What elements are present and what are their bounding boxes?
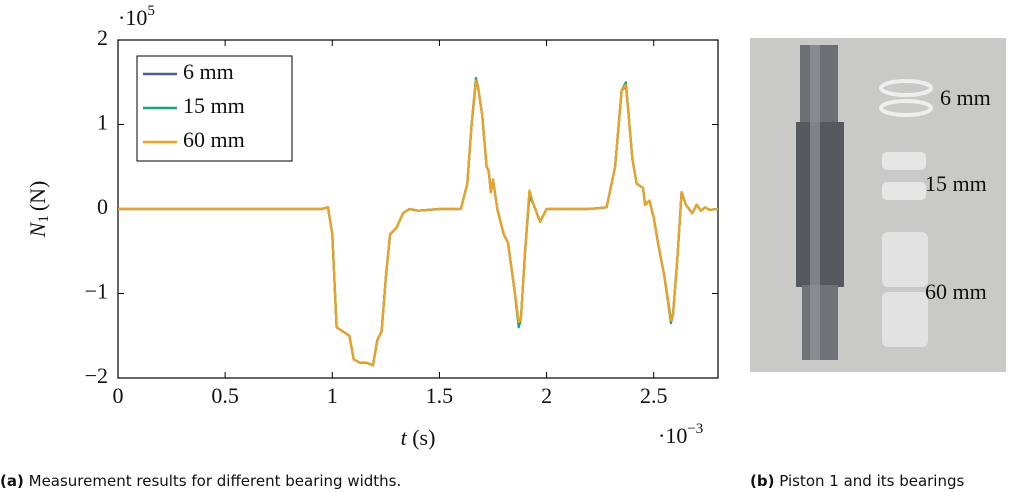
caption-tag: (b) [750, 472, 774, 490]
x-tick-label: 1 [327, 383, 338, 408]
bearing [879, 99, 933, 117]
legend-label: 6 mm [183, 59, 234, 84]
bearing [879, 79, 933, 97]
caption: (a) Measurement results for different be… [0, 472, 401, 490]
x-tick-label: 1.5 [426, 383, 454, 408]
bearing [882, 182, 926, 200]
bearing [882, 152, 926, 170]
y-tick-label: −2 [85, 363, 108, 388]
photo: 6 mm 15 mm 60 mm [750, 38, 1006, 372]
x-tick-label: 0.5 [211, 383, 239, 408]
y-tick-label: −1 [85, 279, 108, 304]
caption-text: Measurement results for different bearin… [29, 472, 402, 490]
y-tick-label: 0 [97, 194, 108, 219]
y-multiplier: ·105 [118, 3, 155, 30]
caption: (b) Piston 1 and its bearings [750, 472, 965, 490]
legend-label: 60 mm [183, 127, 245, 152]
x-tick-label: 0 [113, 383, 124, 408]
photo-label: 6 mm [940, 85, 991, 110]
photo-label: 15 mm [925, 171, 987, 196]
x-tick-label: 2.5 [640, 383, 668, 408]
bearing [882, 292, 928, 347]
x-axis-label: t (s) [401, 425, 436, 450]
photo-background [750, 38, 1006, 372]
caption-text: Piston 1 and its bearings [779, 472, 964, 490]
caption-tag: (a) [0, 472, 24, 490]
piston-highlight [810, 45, 820, 360]
y-tick-label: 1 [97, 110, 108, 135]
photo-label: 60 mm [925, 279, 987, 304]
x-multiplier: ·10−3 [658, 421, 703, 448]
y-axis-label: N1(N) [25, 181, 52, 239]
y-tick-label: 2 [97, 25, 108, 50]
bearing [882, 232, 928, 287]
x-tick-label: 2 [541, 383, 552, 408]
series-line [118, 79, 719, 367]
legend-label: 15 mm [183, 93, 245, 118]
